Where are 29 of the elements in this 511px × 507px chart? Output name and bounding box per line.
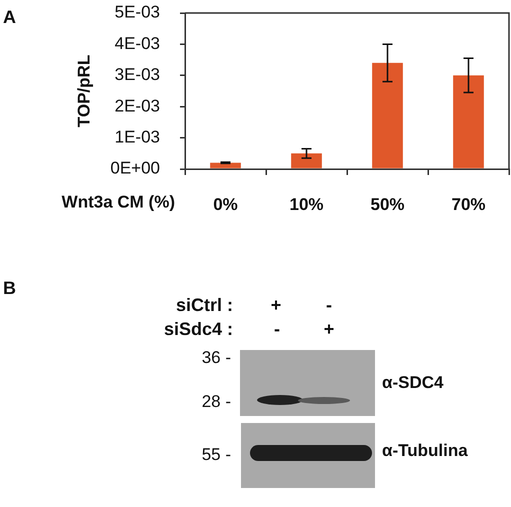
text: 55 - <box>202 444 231 464</box>
text: - <box>326 295 332 315</box>
bar <box>453 75 484 168</box>
y-tick-label: 0E+00 <box>110 158 160 178</box>
text: 28 - <box>202 392 231 410</box>
bar <box>372 62 403 168</box>
text: α-SDC4 <box>382 372 444 392</box>
text: siSdc4 : <box>164 319 233 339</box>
text: B <box>3 278 16 298</box>
x-axis-title: Wnt3a CM (%) <box>62 192 175 212</box>
x-tick-label: 50% <box>370 194 405 214</box>
text: A <box>3 6 16 27</box>
x-tick-label: 0% <box>213 194 238 214</box>
y-axis-title: TOP/pRL <box>74 54 94 128</box>
text: + <box>324 319 334 339</box>
x-tick-label: 70% <box>451 194 486 214</box>
text: siCtrl : <box>176 295 233 315</box>
text: + <box>270 295 282 315</box>
y-tick-label: 1E-03 <box>114 127 160 146</box>
x-tick-label: 10% <box>289 194 324 214</box>
bar <box>210 162 241 168</box>
y-tick-label: 4E-03 <box>114 34 160 53</box>
bar <box>291 153 322 168</box>
text: 36 - <box>202 348 231 366</box>
text: α-Tubulina <box>382 440 468 460</box>
y-tick-label: 3E-03 <box>114 65 160 84</box>
y-tick-label: 2E-03 <box>114 96 160 116</box>
y-tick-label: 5E-03 <box>114 2 160 22</box>
text: - <box>274 319 280 339</box>
